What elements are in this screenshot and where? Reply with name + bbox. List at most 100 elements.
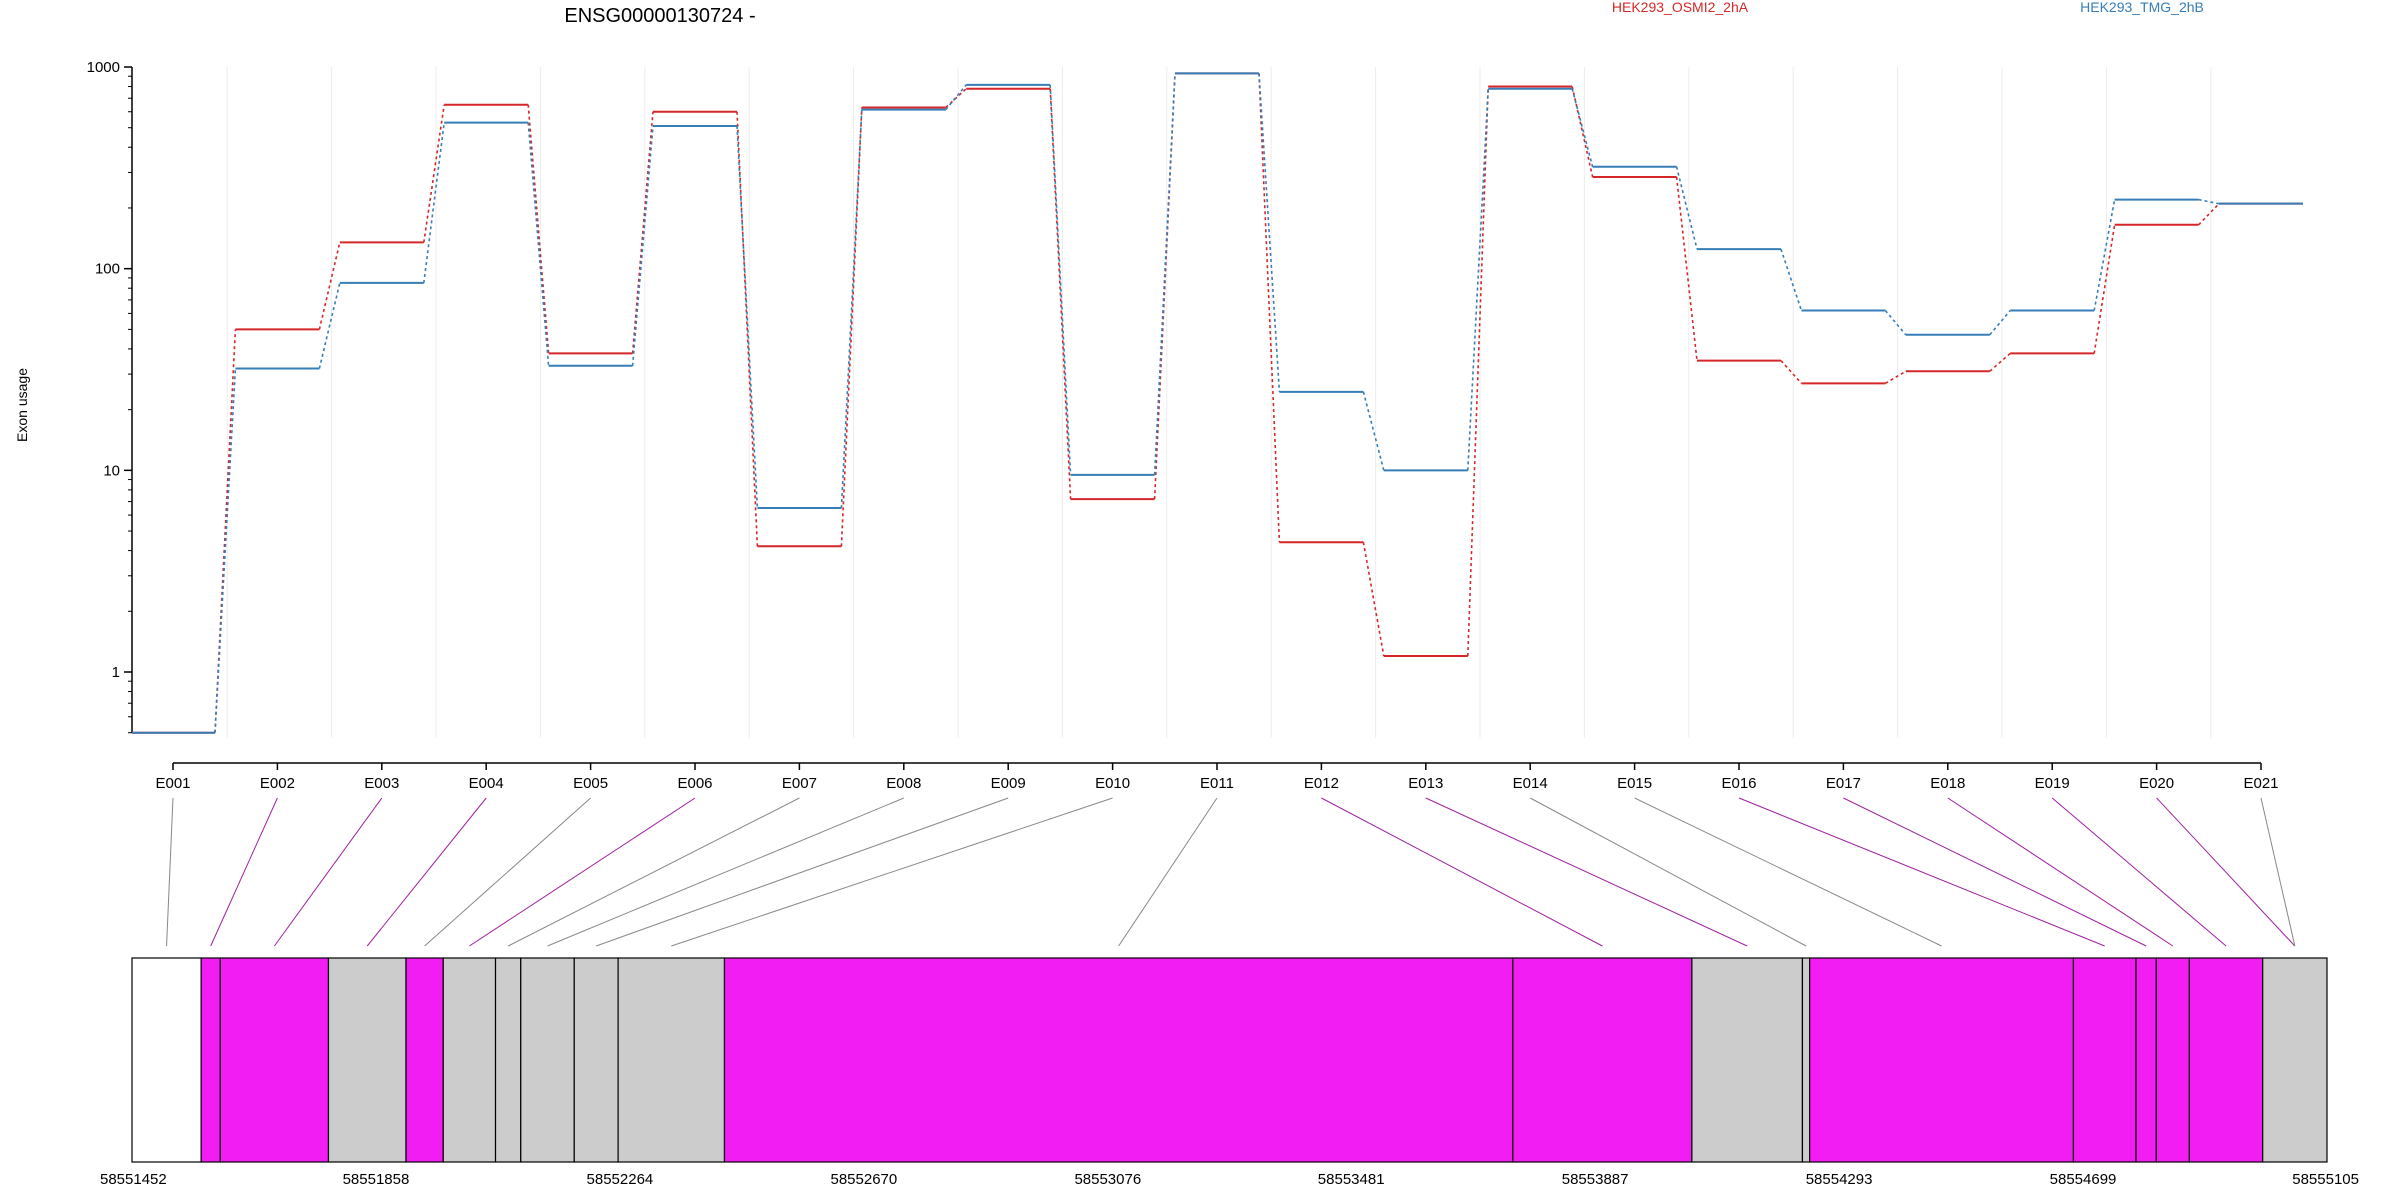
series-transition — [1467, 88, 1489, 471]
x-tick-label: E020 — [2139, 775, 2174, 792]
series-transition — [1049, 88, 1072, 500]
x-tick-label: E017 — [1826, 775, 1861, 792]
exon-connector — [210, 797, 278, 947]
exon-block — [2262, 957, 2328, 1163]
exon-connectors — [166, 797, 2296, 947]
series-transition — [1989, 310, 2011, 336]
series-transition — [1258, 73, 1281, 392]
series-transition — [2093, 199, 2116, 311]
grid-lines — [226, 67, 2212, 738]
series-transition — [945, 88, 967, 109]
series-transition — [527, 104, 550, 354]
series-transition — [1780, 360, 1802, 384]
legend-series-a: HEK293_OSMI2_2hA — [1612, 0, 1749, 15]
x-tick-label: E008 — [886, 775, 921, 792]
gene-model-track — [131, 957, 2328, 1163]
series-transition — [631, 111, 654, 354]
exon-block — [2155, 957, 2190, 1163]
exon-connector — [507, 797, 800, 947]
series-transition — [840, 107, 863, 547]
series-transition — [1049, 84, 1072, 475]
exon-block — [1691, 957, 1804, 1163]
x-axis: E001 E002 E003 E004 E005 E006 E007 E008 E009 E010… — [155, 762, 2279, 792]
x-tick-label: E006 — [677, 775, 712, 792]
exon-block — [442, 957, 497, 1163]
exon-connector — [2051, 797, 2227, 947]
x-tick-label: E016 — [1721, 775, 1756, 792]
exon-block — [200, 957, 221, 1163]
x-tick-label: E004 — [469, 775, 504, 792]
series-transition — [2093, 224, 2116, 354]
exon-connector — [1947, 797, 2174, 947]
exon-block — [2135, 957, 2157, 1163]
genomic-tick-label: 58552670 — [830, 1171, 897, 1188]
x-tick-label: E001 — [155, 775, 190, 792]
exon-block — [219, 957, 330, 1163]
exon-block — [1512, 957, 1693, 1163]
series-transition — [1362, 391, 1385, 471]
y-tick-label: 100 — [95, 261, 120, 278]
series-transition — [318, 282, 341, 369]
x-tick-label: E014 — [1513, 775, 1548, 792]
genomic-tick-label: 58551452 — [100, 1171, 167, 1188]
x-tick-label: E011 — [1200, 775, 1234, 792]
y-tick-label: 10 — [103, 462, 120, 479]
exon-block — [1809, 957, 2075, 1163]
exon-connector — [2260, 797, 2296, 947]
series-transition — [527, 122, 550, 366]
exon-connector — [1738, 797, 2105, 947]
series-transition — [1780, 248, 1803, 311]
exon-connector — [424, 797, 591, 947]
y-axis-label: Exon usage — [14, 368, 30, 442]
x-tick-label: E010 — [1095, 775, 1130, 792]
series-transition — [1675, 166, 1698, 250]
exon-connector — [366, 797, 487, 947]
exon-block — [573, 957, 619, 1163]
genomic-tick-label: 58553887 — [1562, 1171, 1629, 1188]
series-transition — [631, 125, 654, 366]
series-transition — [1153, 73, 1176, 475]
exon-connector — [1118, 797, 1218, 947]
exon-block — [131, 957, 202, 1163]
exon-connector — [166, 797, 174, 947]
series-transition — [423, 122, 445, 284]
series-transition — [1884, 370, 1907, 385]
genomic-tick-label: 58554293 — [1806, 1171, 1873, 1188]
genomic-axis: 58551452 58551858 58552264 58552670 58553076… — [100, 1171, 2359, 1188]
x-tick-label: E003 — [364, 775, 399, 792]
exon-connector — [671, 797, 1113, 947]
series-transition — [1258, 73, 1281, 543]
series-transition — [1884, 310, 1907, 336]
exon-block — [1801, 957, 1811, 1163]
x-tick-label: E007 — [782, 775, 817, 792]
genomic-tick-label: 58553076 — [1074, 1171, 1141, 1188]
exon-connector — [1529, 797, 1807, 947]
series-transition — [840, 109, 863, 509]
series-transition — [2198, 203, 2220, 226]
exon-connector — [1843, 797, 2147, 947]
exon-connector — [469, 797, 696, 947]
exon-block — [494, 957, 522, 1163]
series-1 — [132, 72, 2303, 734]
series-transition — [945, 84, 967, 111]
genomic-tick-label: 58554699 — [2050, 1171, 2117, 1188]
genomic-tick-label: 58553481 — [1318, 1171, 1385, 1188]
x-tick-label: E005 — [573, 775, 608, 792]
series-transition — [1571, 88, 1594, 167]
exon-connector — [1425, 797, 1748, 947]
y-tick-label: 1000 — [87, 59, 120, 76]
x-tick-label: E019 — [2035, 775, 2070, 792]
exon-block — [520, 957, 575, 1163]
series-transition — [1362, 542, 1385, 657]
exon-block — [405, 957, 444, 1163]
exon-connector — [1321, 797, 1603, 947]
x-tick-label: E002 — [260, 775, 295, 792]
series-transition — [1989, 352, 2011, 372]
series-transition — [2198, 198, 2220, 205]
series-lines — [132, 72, 2303, 734]
series-transition — [318, 242, 341, 330]
exon-connector — [596, 797, 1009, 947]
exon-block — [2072, 957, 2137, 1163]
x-tick-label: E021 — [2243, 775, 2278, 792]
